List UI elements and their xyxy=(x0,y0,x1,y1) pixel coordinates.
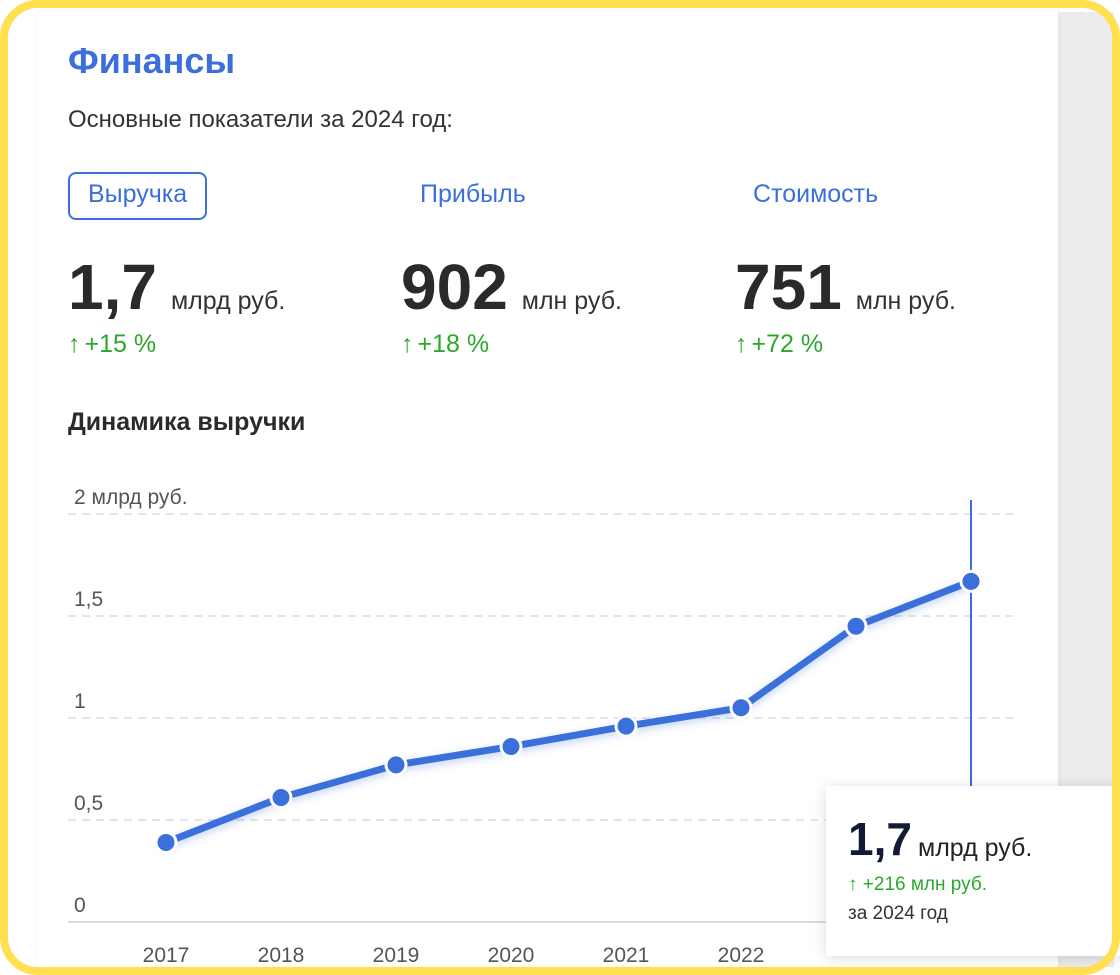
data-point[interactable] xyxy=(499,735,523,759)
data-point[interactable] xyxy=(384,753,408,777)
tooltip-value: 1,7 xyxy=(848,813,912,865)
chart-section-title: Динамика выручки xyxy=(68,408,306,436)
y-tick-label: 1 xyxy=(74,690,86,713)
data-point[interactable] xyxy=(959,569,983,593)
y-tick-label: 2 млрд руб. xyxy=(74,486,188,509)
metric-cost-change-value: +72 % xyxy=(751,330,824,358)
data-point[interactable] xyxy=(269,786,293,810)
x-tick-label: 2022 xyxy=(718,944,765,967)
metric-revenue-change-value: +15 % xyxy=(84,330,157,358)
y-tick-label: 0 xyxy=(74,894,86,917)
metric-revenue-value: 1,7 xyxy=(68,251,157,323)
tab-revenue[interactable]: Выручка xyxy=(68,172,208,220)
data-point[interactable] xyxy=(729,696,753,720)
arrow-up-icon: ↑ xyxy=(735,330,748,358)
data-point[interactable] xyxy=(844,614,868,638)
revenue-line-chart: 0 0,5 1 1,5 2 млрд руб. 2017 2018 2019 2020 2021 2… xyxy=(68,486,1013,967)
y-tick-label: 0,5 xyxy=(74,792,103,815)
tooltip-unit: млрд руб. xyxy=(918,834,1033,862)
arrow-up-icon: ↑ xyxy=(401,330,414,358)
metric-profit-value: 902 xyxy=(401,251,508,323)
metric-revenue-change: ↑ +15 % xyxy=(68,330,156,359)
data-point[interactable] xyxy=(614,714,638,738)
page-title: Финансы xyxy=(68,40,236,81)
x-tick-label: 2021 xyxy=(603,944,650,967)
metric-cost-unit: млн руб. xyxy=(855,287,956,315)
revenue-series-line xyxy=(162,577,975,846)
metric-profit-change-value: +18 % xyxy=(417,330,490,358)
x-tick-label: 2019 xyxy=(373,944,420,967)
tooltip-period: за 2024 год xyxy=(848,903,948,924)
metric-profit: 902 млн руб. xyxy=(401,250,622,324)
metric-profit-change: ↑ +18 % xyxy=(401,330,489,359)
tab-profit[interactable]: Прибыль xyxy=(420,180,526,208)
metric-revenue: 1,7 млрд руб. xyxy=(68,250,285,324)
x-tick-label: 2017 xyxy=(143,944,190,967)
x-tick-label: 2018 xyxy=(258,944,305,967)
tab-cost[interactable]: Стоимость xyxy=(753,180,879,208)
metric-cost: 751 млн руб. xyxy=(735,250,956,324)
arrow-up-icon: ↑ xyxy=(68,330,81,358)
subtitle: Основные показатели за 2024 год: xyxy=(68,106,453,133)
tooltip-change: ↑ +216 млн руб. xyxy=(848,874,988,895)
chart-tooltip: 1,7 млрд руб. ↑ +216 млн руб. за 2024 го… xyxy=(826,786,1120,956)
metric-cost-value: 751 xyxy=(735,251,842,323)
metric-cost-change: ↑ +72 % xyxy=(735,330,823,359)
metric-profit-unit: млн руб. xyxy=(521,287,622,315)
y-tick-label: 1,5 xyxy=(74,588,103,611)
metric-revenue-unit: млрд руб. xyxy=(170,287,286,315)
x-tick-label: 2020 xyxy=(488,944,535,967)
data-point[interactable] xyxy=(154,830,178,854)
